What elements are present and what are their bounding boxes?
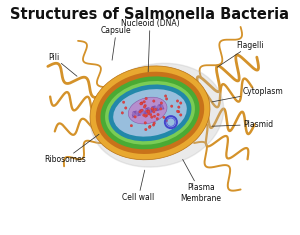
Text: Cell wall: Cell wall bbox=[122, 170, 154, 202]
Text: Cytoplasm: Cytoplasm bbox=[212, 87, 284, 102]
Circle shape bbox=[146, 110, 148, 113]
Circle shape bbox=[160, 102, 163, 104]
Text: Structures of Salmonella Bacteria: Structures of Salmonella Bacteria bbox=[11, 7, 290, 22]
Circle shape bbox=[165, 98, 168, 100]
Circle shape bbox=[149, 113, 152, 116]
Circle shape bbox=[143, 106, 146, 108]
Circle shape bbox=[145, 97, 147, 100]
Circle shape bbox=[156, 118, 159, 120]
Circle shape bbox=[139, 111, 141, 113]
Text: Capsule: Capsule bbox=[101, 26, 132, 60]
Circle shape bbox=[177, 110, 180, 113]
Circle shape bbox=[165, 119, 168, 122]
Circle shape bbox=[144, 121, 146, 124]
Circle shape bbox=[140, 102, 142, 105]
Circle shape bbox=[124, 107, 127, 109]
Circle shape bbox=[151, 116, 153, 118]
Ellipse shape bbox=[105, 81, 195, 145]
Circle shape bbox=[176, 100, 179, 102]
Circle shape bbox=[176, 110, 179, 113]
Ellipse shape bbox=[90, 63, 224, 167]
Circle shape bbox=[152, 100, 155, 102]
Circle shape bbox=[163, 116, 165, 119]
Circle shape bbox=[144, 104, 146, 107]
Circle shape bbox=[143, 101, 145, 103]
Text: Nucleoid (DNA): Nucleoid (DNA) bbox=[121, 19, 179, 82]
Circle shape bbox=[140, 102, 142, 105]
Text: Pili: Pili bbox=[48, 53, 77, 76]
Circle shape bbox=[151, 107, 153, 110]
Circle shape bbox=[147, 113, 150, 115]
Ellipse shape bbox=[113, 89, 187, 137]
Ellipse shape bbox=[100, 76, 200, 149]
Circle shape bbox=[152, 124, 155, 126]
Ellipse shape bbox=[90, 66, 210, 160]
Text: Flagelli: Flagelli bbox=[217, 41, 263, 67]
Ellipse shape bbox=[109, 84, 191, 141]
Circle shape bbox=[141, 102, 143, 104]
Ellipse shape bbox=[128, 97, 167, 124]
Circle shape bbox=[153, 110, 155, 113]
Circle shape bbox=[145, 114, 148, 117]
Circle shape bbox=[179, 114, 182, 116]
Circle shape bbox=[121, 112, 124, 114]
Circle shape bbox=[141, 109, 143, 112]
Circle shape bbox=[157, 113, 159, 116]
Circle shape bbox=[148, 125, 151, 128]
Circle shape bbox=[153, 122, 155, 125]
Circle shape bbox=[148, 126, 151, 129]
Circle shape bbox=[152, 108, 154, 111]
Circle shape bbox=[179, 102, 182, 104]
Circle shape bbox=[142, 114, 145, 117]
Circle shape bbox=[178, 106, 180, 108]
Circle shape bbox=[144, 115, 147, 118]
Circle shape bbox=[130, 124, 133, 127]
Circle shape bbox=[147, 110, 150, 113]
Text: Ribosomes: Ribosomes bbox=[44, 134, 99, 164]
Circle shape bbox=[134, 116, 136, 118]
Circle shape bbox=[153, 115, 156, 118]
Circle shape bbox=[147, 110, 150, 112]
Ellipse shape bbox=[96, 72, 204, 154]
Text: Plasmid: Plasmid bbox=[212, 120, 273, 129]
Circle shape bbox=[164, 95, 167, 97]
Circle shape bbox=[154, 108, 157, 111]
Text: Plasma
Membrane: Plasma Membrane bbox=[181, 159, 222, 203]
Circle shape bbox=[145, 128, 147, 131]
Circle shape bbox=[122, 101, 125, 104]
Circle shape bbox=[160, 108, 162, 110]
Circle shape bbox=[170, 105, 173, 107]
